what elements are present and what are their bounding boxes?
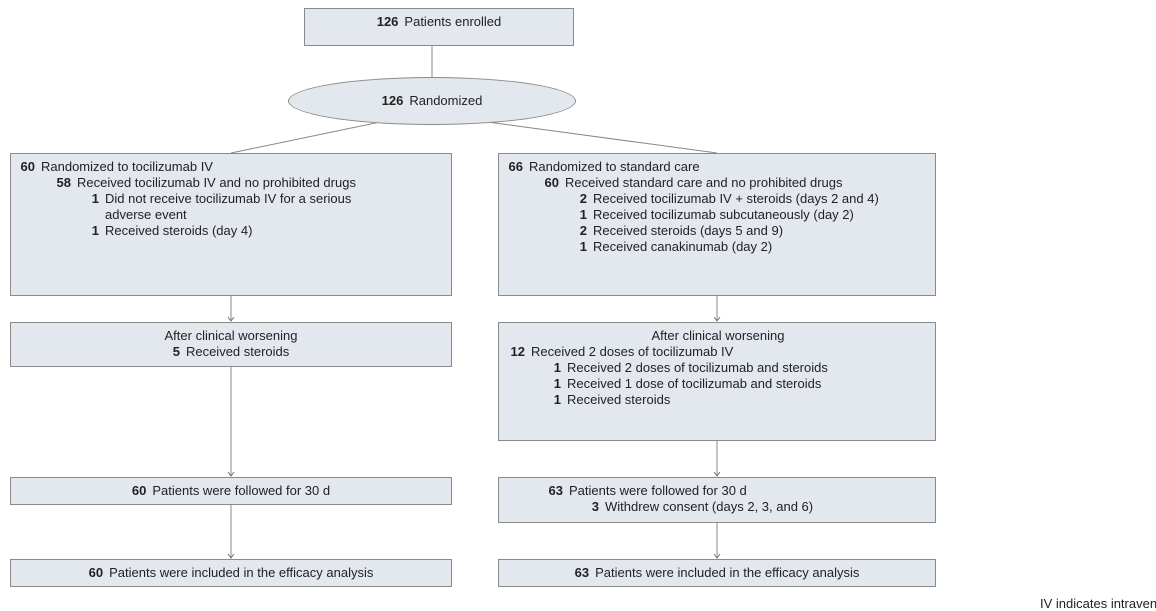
entry: 126 Randomized — [382, 93, 483, 109]
count: 1 — [579, 239, 587, 254]
box-node: 66 Randomized to standard care 60 Received … — [498, 153, 936, 296]
count: 1 — [579, 207, 587, 222]
count: 60 — [544, 175, 559, 190]
entry-label: Randomized to tocilizumab IV — [41, 159, 213, 174]
entry-label: Patients were followed for 30 d — [569, 483, 747, 498]
box-node: 126 Patients enrolled — [304, 8, 574, 46]
entry-label: Received 1 dose of tocilizumab and stero… — [567, 376, 822, 391]
count: 3 — [591, 499, 599, 514]
entry-label: Received 2 doses of tocilizumab and ster… — [567, 360, 828, 375]
count: 1 — [553, 392, 561, 407]
entry: 60 Randomized to tocilizumab IV — [19, 159, 381, 175]
entry: 60 Patients were included in the efficacy… — [11, 565, 451, 581]
entry-label: Patients were included in the efficacy a… — [595, 565, 860, 580]
entry-label: Withdrew consent (days 2, 3, and 6) — [605, 499, 814, 514]
entry: 1 Received canakinumab (day 2) — [507, 239, 927, 255]
entry-label: Patients were followed for 30 d — [152, 483, 331, 498]
count: 66 — [508, 159, 523, 174]
count: 60 — [88, 565, 104, 580]
count: 2 — [579, 191, 587, 206]
count: 5 — [172, 344, 180, 359]
count: 12 — [510, 344, 525, 359]
entry: 58 Received tocilizumab IV and no prohibi… — [19, 175, 381, 191]
entry: 12 Received 2 doses of tocilizumab IV — [509, 344, 927, 360]
entry-label: Received steroids (days 5 and 9) — [593, 223, 784, 238]
count: 126 — [381, 93, 404, 108]
entry-label: Received steroids — [567, 392, 671, 407]
entry-label: Did not receive tocilizumab IV for a ser… — [105, 191, 352, 222]
entry: 63 Patients were followed for 30 d — [547, 483, 927, 499]
entry: 1 Received steroids (day 4) — [19, 223, 381, 239]
entry: 1 Received 2 doses of tocilizumab and ste… — [509, 360, 927, 376]
count: 1 — [553, 360, 561, 375]
entry-label: Patients were included in the efficacy a… — [109, 565, 374, 580]
entry-label: Received 2 doses of tocilizumab IV — [531, 344, 734, 359]
box-node: 63 Patients were included in the efficacy… — [498, 559, 936, 587]
entry: 66 Randomized to standard care — [507, 159, 927, 175]
box-title: After clinical worsening — [651, 328, 785, 343]
entry: 63 Patients were included in the efficacy… — [499, 565, 935, 581]
entry: 2 Received tocilizumab IV + steroids (day… — [507, 191, 927, 207]
entry-label: Randomized — [409, 93, 483, 108]
entry-label: Received canakinumab (day 2) — [593, 239, 773, 254]
count: 63 — [574, 565, 590, 580]
entry: 1 Received tocilizumab subcutaneously (da… — [507, 207, 927, 223]
count: 2 — [579, 223, 587, 238]
entry-label: Received tocilizumab IV + steroids (days… — [593, 191, 879, 206]
connector — [230, 120, 386, 154]
count: 1 — [91, 223, 99, 238]
entry-label: Randomized to standard care — [529, 159, 700, 174]
entry: 1 Received steroids — [509, 392, 927, 408]
count: 1 — [91, 191, 99, 206]
entry-label: Received steroids — [185, 344, 290, 359]
count: 63 — [548, 483, 563, 498]
box-title: After clinical worsening — [164, 328, 298, 343]
count: 126 — [376, 14, 399, 29]
box-node: After clinical worsening 12 Received 2 dos… — [498, 322, 936, 441]
count: 60 — [131, 483, 147, 498]
footnote: IV indicates intravenous. — [1040, 596, 1156, 611]
count: 58 — [56, 175, 71, 190]
entry-label: Received tocilizumab IV and no prohibite… — [77, 175, 356, 190]
count: 60 — [20, 159, 35, 174]
count: 1 — [553, 376, 561, 391]
box-node: 63 Patients were followed for 30 d 3 Withdr… — [498, 477, 936, 523]
box-node: 60 Patients were followed for 30 d — [10, 477, 452, 505]
box-node: After clinical worsening 5 Received steroi… — [10, 322, 452, 367]
entry-label: Received tocilizumab subcutaneously (day… — [593, 207, 854, 222]
entry-label: Patients enrolled — [404, 14, 502, 29]
entry: 5 Received steroids — [11, 344, 451, 360]
entry-label: Received standard care and no prohibited… — [565, 175, 843, 190]
entry: 60 Received standard care and no prohibit… — [507, 175, 927, 191]
entry: 3 Withdrew consent (days 2, 3, and 6) — [547, 499, 927, 515]
entry: 60 Patients were followed for 30 d — [11, 483, 451, 499]
box-node: 60 Randomized to tocilizumab IV 58 Received… — [10, 153, 452, 296]
entry: 2 Received steroids (days 5 and 9) — [507, 223, 927, 239]
entry-label: Received steroids (day 4) — [105, 223, 253, 238]
entry: 1 Received 1 dose of tocilizumab and ster… — [509, 376, 927, 392]
connector — [479, 120, 718, 154]
entry: 1 Did not receive tocilizumab IV for a se… — [19, 191, 381, 223]
ellipse-node: 126 Randomized — [288, 77, 576, 125]
box-node: 60 Patients were included in the efficacy… — [10, 559, 452, 587]
entry: 126 Patients enrolled — [305, 14, 573, 30]
